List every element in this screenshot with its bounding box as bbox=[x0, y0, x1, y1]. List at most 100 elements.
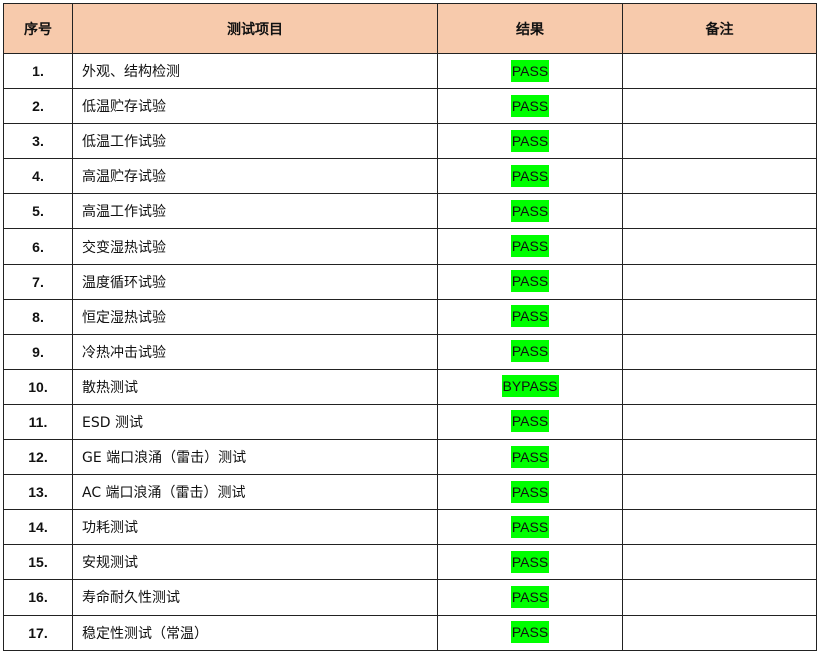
note-cell bbox=[622, 88, 817, 125]
result-cell: PASS bbox=[437, 439, 623, 476]
result-cell: PASS bbox=[437, 579, 623, 616]
test-item: 高温工作试验 bbox=[72, 193, 438, 230]
test-item: 稳定性测试（常温） bbox=[72, 614, 438, 651]
result-cell: PASS bbox=[437, 228, 623, 265]
row-number: 3. bbox=[3, 123, 73, 160]
result-cell: PASS bbox=[437, 544, 623, 581]
result-cell: BYPASS bbox=[437, 368, 623, 405]
note-cell bbox=[622, 439, 817, 476]
note-cell bbox=[622, 579, 817, 616]
result-badge: PASS bbox=[510, 199, 550, 222]
note-cell bbox=[622, 52, 817, 90]
row-number: 9. bbox=[3, 333, 73, 370]
table-row: 15. 安规测试 PASS bbox=[3, 544, 817, 581]
table-row: 1. 外观、结构检测 PASS bbox=[3, 52, 817, 90]
note-cell bbox=[622, 614, 817, 651]
table-row: 8. 恒定湿热试验 PASS bbox=[3, 298, 817, 335]
table-row: 16. 寿命耐久性测试 PASS bbox=[3, 579, 817, 616]
result-cell: PASS bbox=[437, 614, 623, 651]
table-row: 3. 低温工作试验 PASS bbox=[3, 123, 817, 160]
row-number: 5. bbox=[3, 193, 73, 230]
test-item: 外观、结构检测 bbox=[72, 52, 438, 90]
result-badge: PASS bbox=[510, 235, 550, 258]
row-number: 11. bbox=[3, 403, 73, 441]
row-number: 2. bbox=[3, 88, 73, 125]
result-badge: PASS bbox=[510, 340, 550, 363]
test-item: 高温贮存试验 bbox=[72, 158, 438, 195]
table-row: 14. 功耗测试 PASS bbox=[3, 509, 817, 546]
note-cell bbox=[622, 193, 817, 230]
result-badge: PASS bbox=[510, 305, 550, 328]
header-note: 备注 bbox=[622, 3, 817, 54]
result-badge: PASS bbox=[510, 164, 550, 187]
result-cell: PASS bbox=[437, 333, 623, 370]
result-badge: PASS bbox=[510, 59, 550, 82]
row-number: 8. bbox=[3, 298, 73, 335]
test-item: 低温工作试验 bbox=[72, 123, 438, 160]
row-number: 16. bbox=[3, 579, 73, 616]
test-item: 安规测试 bbox=[72, 544, 438, 581]
note-cell bbox=[622, 509, 817, 546]
note-cell bbox=[622, 333, 817, 370]
table-row: 10. 散热测试 BYPASS bbox=[3, 368, 817, 405]
result-badge: PASS bbox=[510, 585, 550, 608]
header-item: 测试项目 bbox=[72, 3, 438, 54]
table-row: 7. 温度循环试验 PASS bbox=[3, 263, 817, 300]
test-item: 寿命耐久性测试 bbox=[72, 579, 438, 616]
result-cell: PASS bbox=[437, 88, 623, 125]
result-badge: PASS bbox=[510, 515, 550, 538]
result-badge: PASS bbox=[510, 550, 550, 573]
row-number: 7. bbox=[3, 263, 73, 300]
note-cell bbox=[622, 403, 817, 441]
result-badge: PASS bbox=[510, 410, 550, 433]
result-cell: PASS bbox=[437, 403, 623, 441]
note-cell bbox=[622, 544, 817, 581]
row-number: 12. bbox=[3, 439, 73, 476]
table-row: 5. 高温工作试验 PASS bbox=[3, 193, 817, 230]
table-row: 6. 交变湿热试验 PASS bbox=[3, 228, 817, 265]
table-row: 17. 稳定性测试（常温） PASS bbox=[3, 614, 817, 651]
result-cell: PASS bbox=[437, 193, 623, 230]
result-badge: PASS bbox=[510, 621, 550, 644]
row-number: 6. bbox=[3, 228, 73, 265]
result-badge: PASS bbox=[510, 480, 550, 503]
test-item: 交变湿热试验 bbox=[72, 228, 438, 265]
result-cell: PASS bbox=[437, 474, 623, 511]
result-cell: PASS bbox=[437, 52, 623, 90]
note-cell bbox=[622, 158, 817, 195]
table-row: 11. ESD 测试 PASS bbox=[3, 403, 817, 441]
row-number: 15. bbox=[3, 544, 73, 581]
result-badge: PASS bbox=[510, 270, 550, 293]
row-number: 13. bbox=[3, 474, 73, 511]
test-item: 散热测试 bbox=[72, 368, 438, 405]
note-cell bbox=[622, 474, 817, 511]
test-item: 冷热冲击试验 bbox=[72, 333, 438, 370]
row-number: 14. bbox=[3, 509, 73, 546]
note-cell bbox=[622, 298, 817, 335]
result-cell: PASS bbox=[437, 158, 623, 195]
header-row: 序号 测试项目 结果 备注 bbox=[3, 3, 817, 54]
header-no: 序号 bbox=[3, 3, 73, 54]
result-badge: PASS bbox=[510, 445, 550, 468]
result-cell: PASS bbox=[437, 509, 623, 546]
test-item: 温度循环试验 bbox=[72, 263, 438, 300]
table-row: 2. 低温贮存试验 PASS bbox=[3, 88, 817, 125]
row-number: 4. bbox=[3, 158, 73, 195]
result-badge: PASS bbox=[510, 129, 550, 152]
header-result: 结果 bbox=[437, 3, 623, 54]
test-item: ESD 测试 bbox=[72, 403, 438, 441]
test-item: 功耗测试 bbox=[72, 509, 438, 546]
table-row: 12. GE 端口浪涌（雷击）测试 PASS bbox=[3, 439, 817, 476]
result-cell: PASS bbox=[437, 123, 623, 160]
result-badge: PASS bbox=[510, 94, 550, 117]
table-row: 9. 冷热冲击试验 PASS bbox=[3, 333, 817, 370]
note-cell bbox=[622, 123, 817, 160]
result-cell: PASS bbox=[437, 263, 623, 300]
test-results-table: 序号 测试项目 结果 备注 1. 外观、结构检测 PASS 2. 低温贮存试验 PASS 3… bbox=[3, 3, 817, 651]
note-cell bbox=[622, 368, 817, 405]
test-item: AC 端口浪涌（雷击）测试 bbox=[72, 474, 438, 511]
row-number: 1. bbox=[3, 52, 73, 90]
result-cell: PASS bbox=[437, 298, 623, 335]
row-number: 17. bbox=[3, 614, 73, 651]
test-item: 低温贮存试验 bbox=[72, 88, 438, 125]
